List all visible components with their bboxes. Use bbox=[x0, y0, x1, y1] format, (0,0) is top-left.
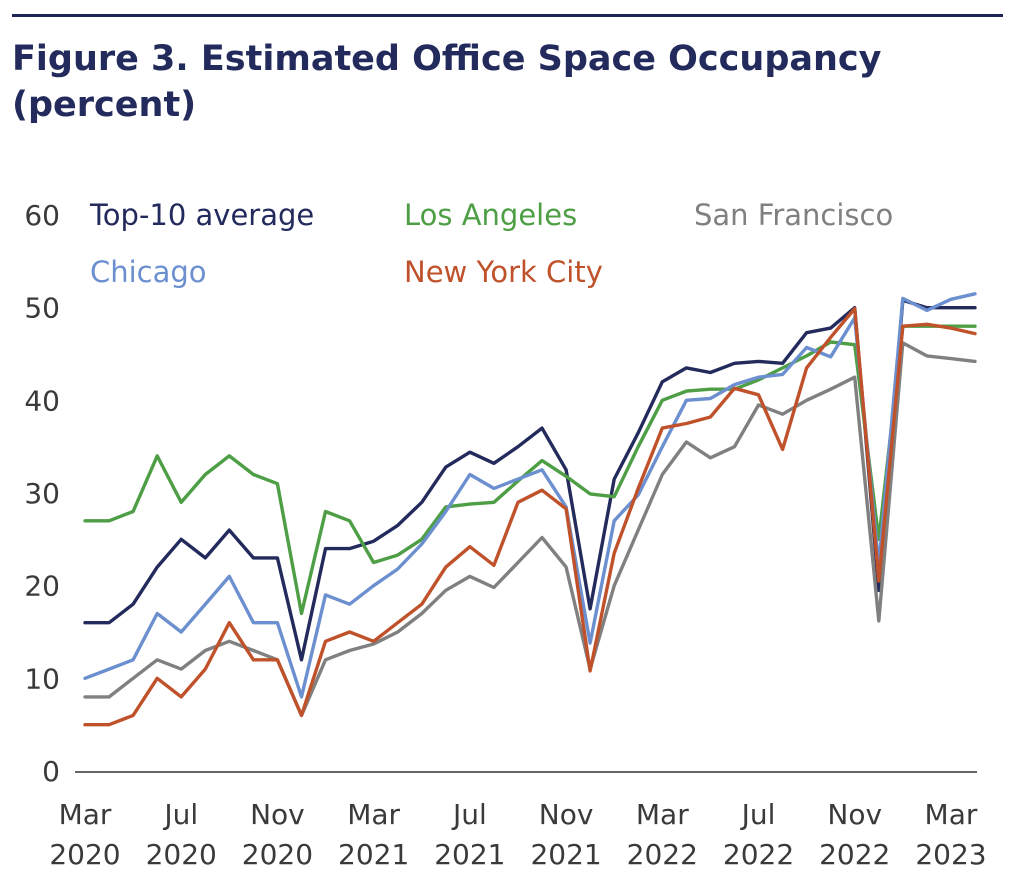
x-tick-label: Nov 2022 bbox=[819, 798, 890, 871]
x-tick-label: Mar 2020 bbox=[49, 798, 120, 871]
y-tick-label: 10 bbox=[24, 662, 60, 695]
series-line-los-angeles bbox=[83, 324, 977, 616]
y-tick-label: 0 bbox=[42, 755, 60, 788]
x-tick-label: Mar 2022 bbox=[627, 798, 698, 871]
y-tick-label: 20 bbox=[24, 570, 60, 603]
chart-title: Figure 3. Estimated Office Space Occupan… bbox=[12, 39, 882, 125]
series-line-top-10-average bbox=[83, 298, 977, 662]
y-tick-label: 60 bbox=[24, 199, 60, 232]
series-line-san-francisco bbox=[83, 341, 977, 718]
series-line-new-york-city bbox=[83, 306, 977, 727]
y-axis-ticks: 0 10 20 30 40 50 60 bbox=[24, 199, 60, 788]
series-line-chicago bbox=[83, 292, 977, 699]
chart-legend: Top-10 average Los Angeles San Francisco Ch… bbox=[89, 198, 893, 289]
y-tick-label: 40 bbox=[24, 384, 60, 417]
x-axis-ticks: Mar 2020 Jul 2020 Nov 2020 Mar 2021 Jul 2021 Nov 20… bbox=[49, 798, 986, 871]
y-tick-label: 50 bbox=[24, 292, 60, 325]
legend-item-san-francisco: San Francisco bbox=[694, 198, 893, 232]
top-rule bbox=[12, 14, 1003, 17]
x-tick-label: Mar 2021 bbox=[338, 798, 409, 871]
x-tick-label: Jul 2021 bbox=[434, 798, 505, 871]
x-tick-label: Nov 2021 bbox=[530, 798, 601, 871]
x-tick-label: Nov 2020 bbox=[242, 798, 313, 871]
legend-item-los-angeles: Los Angeles bbox=[404, 198, 577, 232]
y-tick-label: 30 bbox=[24, 477, 60, 510]
legend-item-chicago: Chicago bbox=[90, 255, 207, 289]
legend-item-top-10-average: Top-10 average bbox=[89, 198, 314, 232]
series-lines bbox=[83, 292, 977, 727]
legend-item-new-york-city: New York City bbox=[404, 255, 603, 289]
x-tick-label: Jul 2022 bbox=[723, 798, 794, 871]
x-tick-label: Jul 2020 bbox=[146, 798, 217, 871]
x-tick-label: Mar 2023 bbox=[915, 798, 986, 871]
